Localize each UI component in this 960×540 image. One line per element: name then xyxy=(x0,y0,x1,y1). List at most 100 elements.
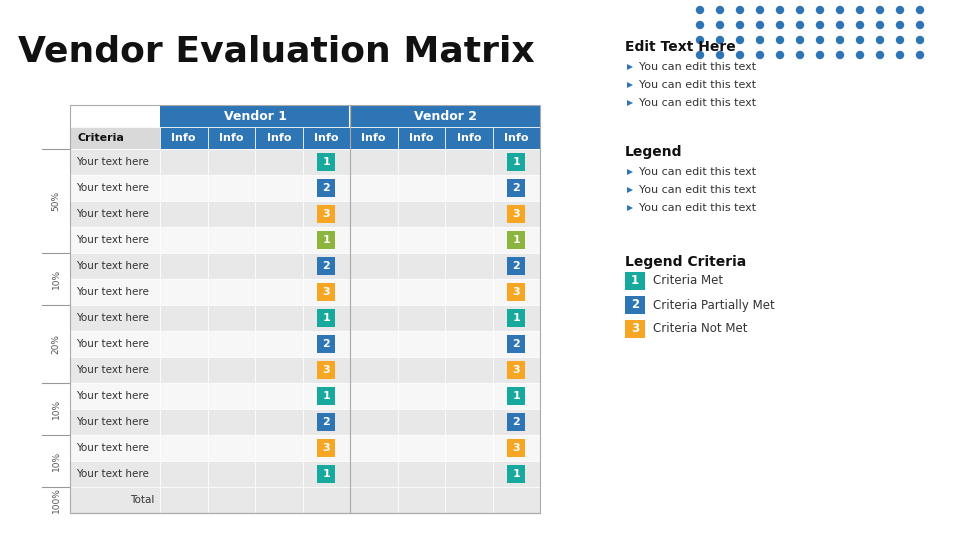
Bar xyxy=(350,331,397,357)
Bar xyxy=(302,487,350,513)
Bar xyxy=(42,461,70,487)
Text: 2: 2 xyxy=(323,261,330,271)
Bar xyxy=(397,357,445,383)
Circle shape xyxy=(856,37,863,44)
Text: Info: Info xyxy=(219,133,244,143)
Bar xyxy=(507,465,525,483)
Circle shape xyxy=(756,22,763,29)
Bar xyxy=(625,296,645,314)
Bar xyxy=(302,253,350,279)
Text: 3: 3 xyxy=(631,322,639,335)
Circle shape xyxy=(897,51,903,58)
Text: 3: 3 xyxy=(323,209,330,219)
Bar xyxy=(42,279,70,305)
Circle shape xyxy=(817,37,824,44)
Bar xyxy=(255,461,302,487)
Text: 1: 1 xyxy=(513,391,520,401)
Text: 10%: 10% xyxy=(52,269,60,289)
Bar xyxy=(302,127,350,149)
Bar xyxy=(625,320,645,338)
Bar xyxy=(207,279,255,305)
Text: You can edit this text: You can edit this text xyxy=(639,203,756,213)
Text: Info: Info xyxy=(504,133,529,143)
Bar xyxy=(507,439,525,457)
Bar xyxy=(350,357,397,383)
Bar xyxy=(42,149,70,175)
Bar xyxy=(492,383,540,409)
Bar xyxy=(255,357,302,383)
Circle shape xyxy=(876,37,883,44)
Text: 2: 2 xyxy=(323,339,330,349)
Text: Criteria: Criteria xyxy=(78,133,125,143)
Bar xyxy=(492,175,540,201)
Circle shape xyxy=(917,37,924,44)
Text: 2: 2 xyxy=(513,183,520,193)
Circle shape xyxy=(836,51,844,58)
Bar xyxy=(397,227,445,253)
Bar xyxy=(397,201,445,227)
Circle shape xyxy=(777,22,783,29)
Bar xyxy=(350,127,397,149)
Bar xyxy=(255,383,302,409)
Bar xyxy=(160,383,207,409)
Text: 3: 3 xyxy=(323,443,330,453)
Text: Your text here: Your text here xyxy=(76,313,149,323)
Circle shape xyxy=(716,22,724,29)
Circle shape xyxy=(777,6,783,14)
Bar xyxy=(397,331,445,357)
Circle shape xyxy=(697,6,704,14)
Bar xyxy=(160,409,207,435)
Text: 1: 1 xyxy=(631,274,639,287)
Bar xyxy=(445,487,492,513)
Bar xyxy=(302,227,350,253)
Bar xyxy=(492,279,540,305)
Bar xyxy=(317,361,335,379)
Bar xyxy=(160,253,207,279)
Circle shape xyxy=(876,51,883,58)
Circle shape xyxy=(897,22,903,29)
Circle shape xyxy=(836,22,844,29)
Bar xyxy=(445,357,492,383)
Bar xyxy=(70,435,160,461)
Bar xyxy=(70,487,160,513)
Bar xyxy=(70,227,160,253)
Bar xyxy=(507,283,525,301)
Bar xyxy=(317,179,335,197)
Bar xyxy=(350,227,397,253)
Circle shape xyxy=(797,37,804,44)
Bar xyxy=(302,409,350,435)
Text: Info: Info xyxy=(457,133,481,143)
Circle shape xyxy=(716,37,724,44)
Bar xyxy=(160,435,207,461)
Bar xyxy=(302,149,350,175)
Bar xyxy=(255,201,302,227)
Bar xyxy=(317,283,335,301)
Bar xyxy=(445,461,492,487)
Text: 1: 1 xyxy=(513,235,520,245)
Bar xyxy=(492,331,540,357)
Bar xyxy=(507,179,525,197)
Bar xyxy=(492,253,540,279)
Bar xyxy=(160,227,207,253)
Circle shape xyxy=(697,51,704,58)
Bar xyxy=(255,253,302,279)
Bar xyxy=(160,127,207,149)
Circle shape xyxy=(756,6,763,14)
Bar xyxy=(255,409,302,435)
Bar xyxy=(207,357,255,383)
Bar xyxy=(255,279,302,305)
Circle shape xyxy=(917,22,924,29)
Bar xyxy=(255,127,302,149)
Bar xyxy=(42,105,160,127)
Bar xyxy=(350,201,397,227)
Text: 1: 1 xyxy=(513,469,520,479)
Bar xyxy=(42,201,70,227)
Text: Your text here: Your text here xyxy=(76,443,149,453)
Bar xyxy=(70,279,160,305)
Circle shape xyxy=(856,6,863,14)
Bar xyxy=(207,461,255,487)
Bar xyxy=(70,461,160,487)
Bar xyxy=(350,253,397,279)
Text: Criteria Partially Met: Criteria Partially Met xyxy=(653,299,775,312)
Bar xyxy=(507,309,525,327)
